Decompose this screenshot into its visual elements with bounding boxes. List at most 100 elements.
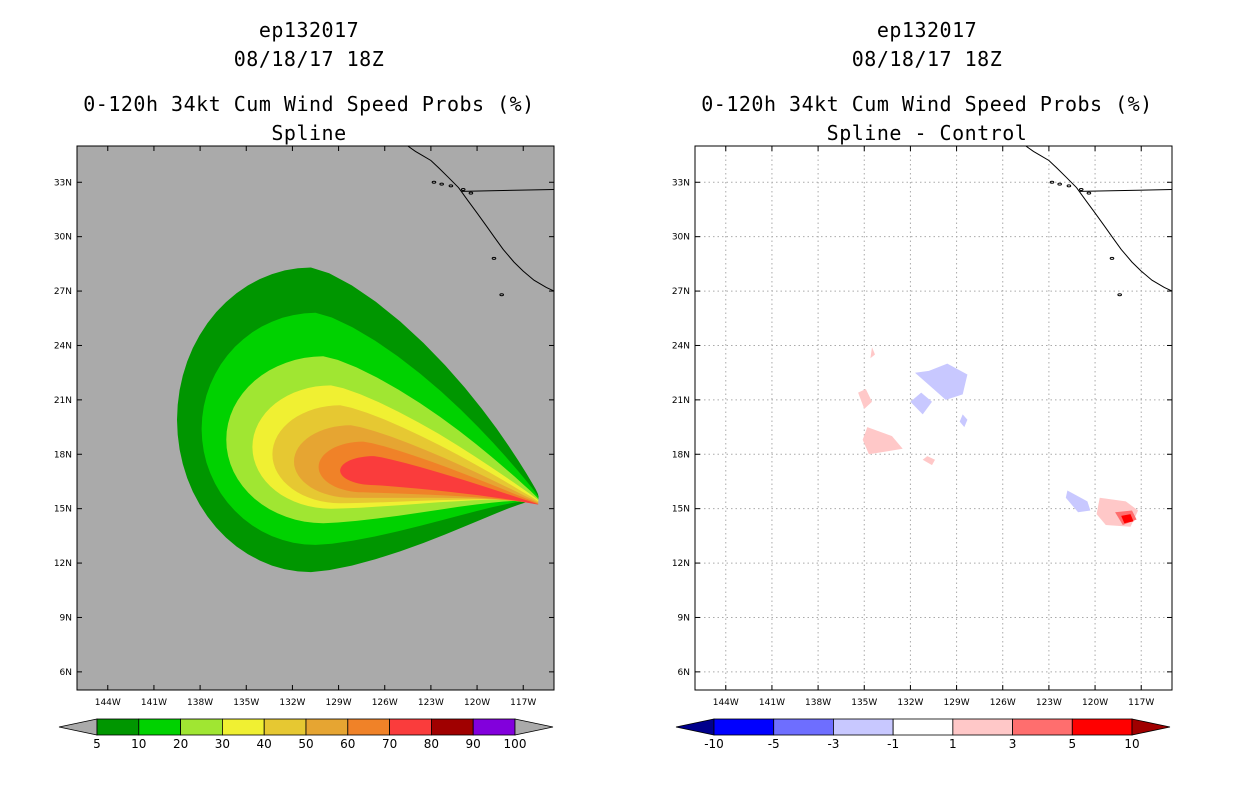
colorbar-label: 30 bbox=[215, 737, 230, 751]
colorbar-swatch bbox=[389, 718, 432, 736]
colorbar-label: 10 bbox=[1124, 737, 1139, 751]
x-tick-label: 126W bbox=[990, 698, 1016, 708]
difference-blob-positive bbox=[858, 389, 872, 409]
x-tick-label: 117W bbox=[1128, 698, 1154, 708]
island bbox=[1086, 191, 1092, 195]
datetime: 08/18/17 18Z bbox=[233, 47, 385, 71]
colorbar-swatch bbox=[180, 718, 223, 736]
contour-layer bbox=[177, 267, 539, 573]
island bbox=[431, 180, 437, 184]
x-tick-label: 129W bbox=[326, 698, 352, 708]
y-tick-label: 18N bbox=[672, 450, 690, 460]
y-tick-label: 24N bbox=[54, 341, 72, 351]
y-tick-label: 27N bbox=[54, 287, 72, 297]
colorbar-swatch bbox=[347, 718, 390, 736]
probability-map: 144W 141W 138W 135W 132W 129W 126W 123W 120W 117W… bbox=[54, 145, 555, 751]
plot-background bbox=[695, 146, 1172, 690]
island bbox=[1066, 184, 1072, 188]
colorbar-swatch bbox=[952, 718, 1013, 736]
x-tick-label: 117W bbox=[510, 698, 536, 708]
colorbar-swatch bbox=[833, 718, 894, 736]
x-tick-label: 144W bbox=[95, 698, 121, 708]
y-tick-label: 27N bbox=[672, 287, 690, 297]
difference-blob-positive bbox=[922, 456, 935, 466]
coastline bbox=[407, 146, 554, 297]
island bbox=[439, 182, 444, 186]
colorbar-swatch bbox=[892, 718, 954, 736]
difference-blob-negative bbox=[910, 392, 932, 415]
border-line bbox=[461, 189, 554, 192]
x-tick-label: 135W bbox=[851, 698, 877, 708]
y-tick-label: 30N bbox=[54, 233, 72, 243]
colorbar-arrow-right bbox=[514, 718, 554, 736]
difference-layer bbox=[858, 347, 1139, 527]
y-tick-label: 15N bbox=[672, 505, 690, 515]
difference-blob-negative bbox=[959, 414, 968, 428]
chart-title: 0-120h 34kt Cum Wind Speed Probs (%) bbox=[701, 92, 1153, 116]
island bbox=[499, 293, 504, 297]
storm-id: ep132017 bbox=[258, 18, 360, 42]
chart-subtitle: Spline - Control bbox=[826, 121, 1028, 145]
colorbar-label: 5 bbox=[93, 737, 101, 751]
x-tick-label: 141W bbox=[759, 698, 785, 708]
x-tick-label: 144W bbox=[713, 698, 739, 708]
colorbar-swatch bbox=[138, 718, 182, 736]
colorbar-arrow-left bbox=[58, 718, 98, 736]
colorbar-label: 50 bbox=[298, 737, 313, 751]
difference-blob-negative bbox=[915, 363, 968, 400]
colorbar-label: 5 bbox=[1068, 737, 1076, 751]
y-tick-label: 12N bbox=[54, 559, 72, 569]
y-tick-label: 15N bbox=[54, 505, 72, 515]
colorbar-label: 100 bbox=[504, 737, 527, 751]
plot-frame bbox=[694, 145, 1173, 691]
island bbox=[448, 184, 454, 188]
colorbar-label: -3 bbox=[827, 737, 839, 751]
colorbar-label: 1 bbox=[949, 737, 957, 751]
y-tick-label: 6N bbox=[60, 668, 72, 678]
difference-blob-negative bbox=[1065, 490, 1091, 513]
difference-blob-positive bbox=[1121, 514, 1134, 524]
storm-id: ep132017 bbox=[876, 18, 978, 42]
contour-level-70 bbox=[340, 456, 539, 505]
difference-blob-positive bbox=[870, 347, 875, 359]
y-tick-label: 33N bbox=[672, 178, 690, 188]
probability-panel: ep132017 08/18/17 18Z 0-120h 34kt Cum Wi… bbox=[54, 18, 555, 751]
colorbar-swatch bbox=[713, 718, 775, 736]
island bbox=[1057, 182, 1062, 186]
x-tick-label: 120W bbox=[464, 698, 490, 708]
colorbar-arrow-left bbox=[675, 718, 715, 736]
x-tick-label: 126W bbox=[372, 698, 398, 708]
island bbox=[1049, 180, 1055, 184]
y-tick-label: 18N bbox=[54, 450, 72, 460]
x-tick-label: 123W bbox=[418, 698, 444, 708]
y-tick-label: 21N bbox=[54, 396, 72, 406]
coastline-path bbox=[1025, 146, 1172, 292]
colorbar-swatch bbox=[221, 718, 265, 736]
y-tick-label: 6N bbox=[678, 668, 690, 678]
colorbar-swatch bbox=[430, 718, 474, 736]
y-tick-label: 24N bbox=[672, 341, 690, 351]
y-tick-label: 30N bbox=[672, 233, 690, 243]
colorbar-label: 40 bbox=[257, 737, 272, 751]
datetime: 08/18/17 18Z bbox=[851, 47, 1003, 71]
colorbar-swatch bbox=[96, 718, 140, 736]
colorbar-label: -10 bbox=[704, 737, 724, 751]
colorbar-swatch bbox=[773, 718, 834, 736]
y-tick-label: 12N bbox=[672, 559, 690, 569]
island bbox=[1117, 293, 1122, 297]
colorbar-label: -1 bbox=[887, 737, 899, 751]
x-tick-label: 120W bbox=[1082, 698, 1108, 708]
colorbar-label: 10 bbox=[131, 737, 146, 751]
plot-frame bbox=[76, 145, 555, 691]
coastline bbox=[1025, 146, 1172, 297]
colorbar-label: 60 bbox=[340, 737, 355, 751]
coastline-path bbox=[407, 146, 554, 292]
x-tick-label: 135W bbox=[233, 698, 259, 708]
island bbox=[1109, 256, 1115, 260]
x-tick-label: 132W bbox=[279, 698, 305, 708]
x-tick-label: 129W bbox=[944, 698, 970, 708]
chart-title: 0-120h 34kt Cum Wind Speed Probs (%) bbox=[83, 92, 535, 116]
difference-map: 144W 141W 138W 135W 132W 129W 126W 123W 120W 117W… bbox=[672, 145, 1173, 751]
x-tick-label: 141W bbox=[141, 698, 167, 708]
colorbar-label: 20 bbox=[173, 737, 188, 751]
